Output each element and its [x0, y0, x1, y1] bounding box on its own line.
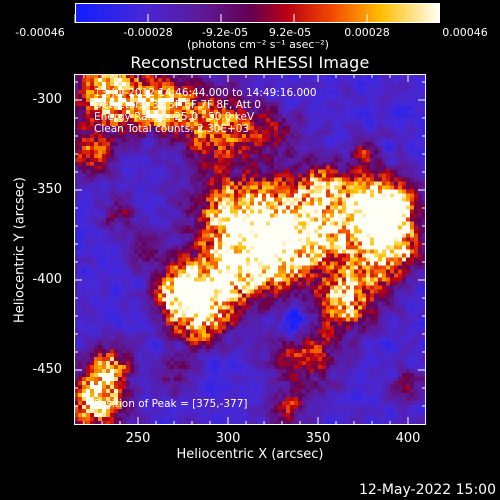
colorbar-label-2: -0.00028	[123, 26, 173, 39]
rhessi-image-panel	[74, 74, 426, 425]
info-time-range: 13-Jul-2012 14:46:44.000 to 14:49:16.000	[94, 87, 317, 99]
reconstructed-image-heatmap	[74, 74, 426, 425]
colorbar-unit: (photons cm⁻² s⁻¹ asec⁻²)	[187, 38, 329, 51]
y-axis-label: Heliocentric Y (arcsec)	[12, 177, 28, 323]
x-axis-label: Heliocentric X (arcsec)	[176, 447, 324, 462]
colorbar-label-5: 0.00028	[344, 26, 390, 39]
colorbar-label-3: -9.2e-05	[201, 26, 249, 39]
info-detectors: Detectors: 3F 5F 6F 7F 8F, Att 0	[94, 99, 261, 111]
plot-datestamp: 12-May-2022 15:00	[358, 482, 496, 498]
colorbar-label-6: 0.00046	[442, 26, 488, 39]
x-tick-label: 350	[305, 431, 331, 446]
y-tick-label: -350	[32, 182, 62, 197]
x-tick-label: 250	[125, 431, 151, 446]
colorbar-label-4: 9.2e-05	[268, 26, 312, 39]
y-tick-label: -300	[32, 92, 62, 107]
colorbar-label-1: -0.00046	[15, 26, 65, 39]
info-clean-counts: Clean Total counts: 2.30E+03	[94, 123, 250, 135]
x-tick-label: 300	[215, 431, 241, 446]
x-tick-label: 400	[395, 431, 421, 446]
y-tick-label: -400	[32, 272, 62, 287]
image-title: Reconstructed RHESSI Image	[130, 53, 370, 72]
y-tick-label: -450	[32, 362, 62, 377]
peak-position: Position of Peak = [375,-377]	[94, 398, 248, 410]
info-energy-range: Energy Range: 25.0 - 50.0 keV	[94, 111, 255, 123]
colorbar-ticks	[74, 14, 440, 23]
colorbar-gradient	[75, 3, 440, 23]
